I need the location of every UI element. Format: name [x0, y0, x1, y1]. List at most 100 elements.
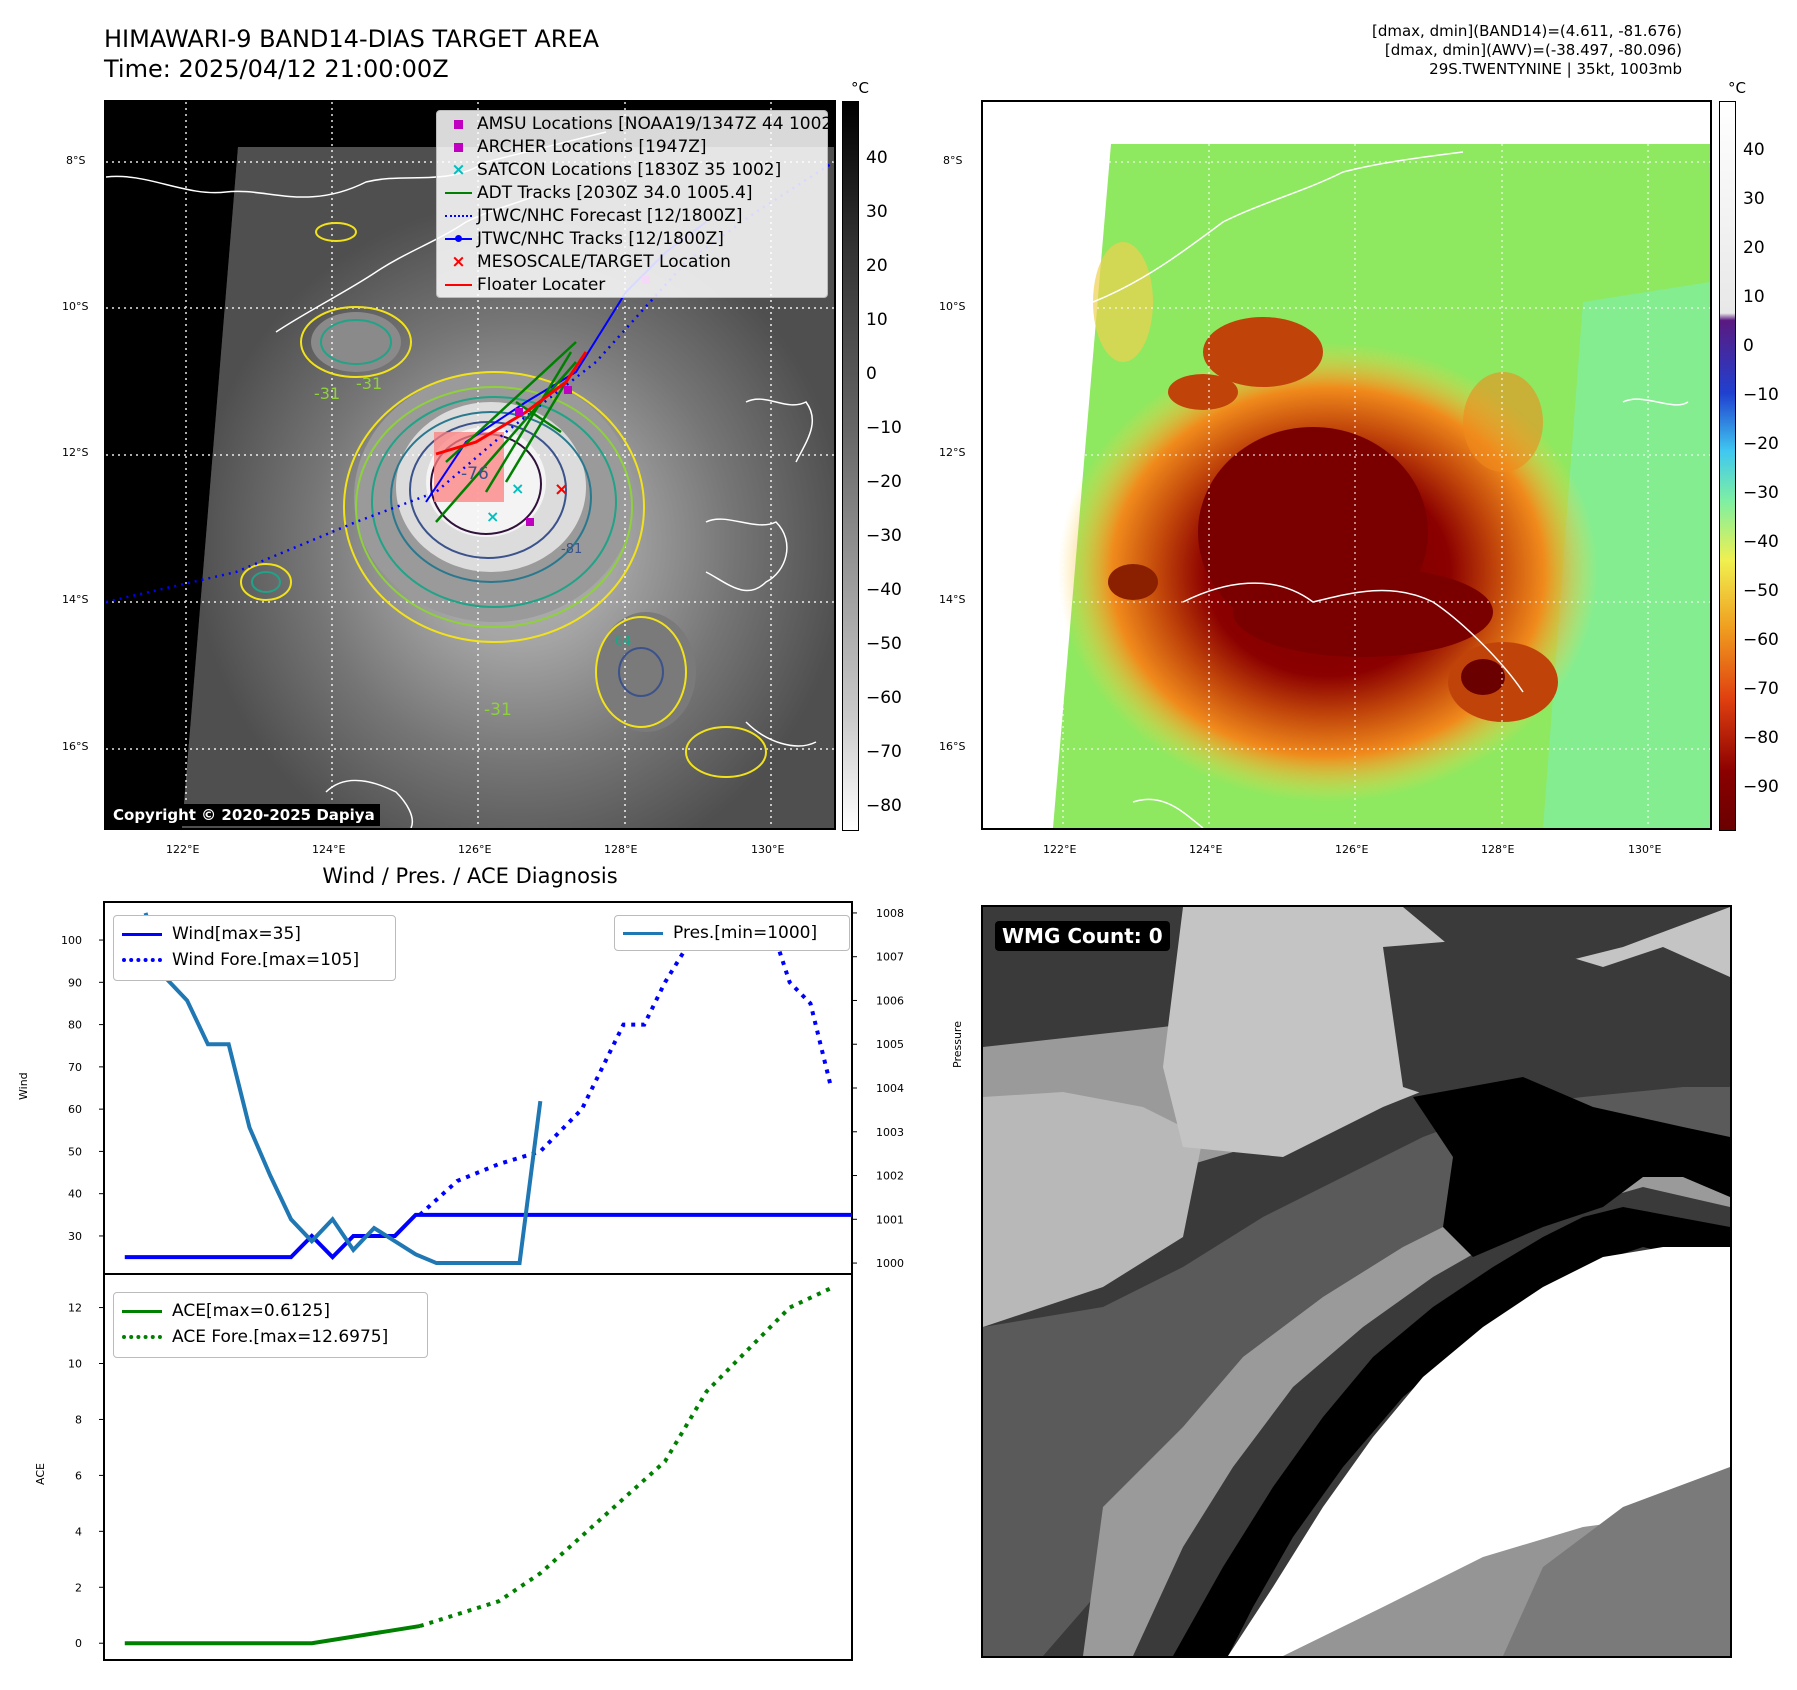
- info-line2: [dmax, dmin](AWV)=(-38.497, -80.096): [1384, 41, 1682, 59]
- pressure-legend: Pres.[min=1000]: [614, 915, 850, 951]
- lat-tick-label: 16°S: [939, 740, 966, 753]
- square-marker-icon: [454, 143, 463, 152]
- colorbar-tick: 40: [866, 148, 888, 168]
- ace-axis-label: ACE: [34, 1463, 47, 1485]
- legend-entry-jtwc-tracks: JTWC/NHC Tracks [12/1800Z]: [445, 229, 724, 249]
- lat-tick-label: 14°S: [62, 593, 89, 606]
- copyright-label: Copyright © 2020-2025 Dapiya: [108, 804, 380, 826]
- lat-tick-label: 10°S: [939, 300, 966, 313]
- legend-entry-ace-forecast: ACE Fore.[max=12.6975]: [122, 1327, 388, 1347]
- awv-colorbar: [1719, 101, 1736, 831]
- legend-entry-wind: Wind[max=35]: [122, 924, 301, 944]
- svg-text:×: ×: [554, 479, 569, 500]
- line-marker-icon: [122, 932, 162, 936]
- colorbar-tick: −50: [1743, 581, 1779, 601]
- pressure-ytick-label: 1008: [876, 907, 904, 920]
- ace-ytick-label: 12: [68, 1302, 82, 1315]
- band14-colorbar: [842, 101, 859, 831]
- colorbar-tick: 40: [1743, 140, 1765, 160]
- lon-tick-label: 124°E: [312, 843, 346, 856]
- svg-text:×: ×: [486, 507, 499, 526]
- wind-ytick-label: 100: [61, 934, 82, 947]
- colorbar-tick: 0: [866, 364, 877, 384]
- line-marker-icon: [445, 192, 472, 194]
- series-line-wind: [124, 1212, 852, 1260]
- lon-tick-label: 128°E: [1481, 843, 1515, 856]
- pressure-axis-label: Pressure: [951, 1021, 964, 1068]
- colorbar-tick: −10: [1743, 385, 1779, 405]
- wind-ytick-label: 40: [68, 1188, 82, 1201]
- square-marker-icon: [454, 120, 463, 129]
- line-marker-icon: [122, 1309, 162, 1313]
- diagnosis-chart: 3040506070809010010001001100210031004100…: [61, 901, 904, 1661]
- wind-ytick-label: 90: [68, 976, 82, 989]
- pressure-ytick-label: 1003: [876, 1126, 904, 1139]
- legend-entry-amsu: AMSU Locations [NOAA19/1347Z 44 1002]: [445, 114, 834, 134]
- pressure-ytick-label: 1001: [876, 1213, 904, 1226]
- wmg-count-label: WMG Count: 0: [995, 921, 1170, 951]
- colorbar-tick: −70: [1743, 679, 1779, 699]
- line-marker-icon: [623, 931, 663, 935]
- colorbar-tick: −90: [1743, 777, 1779, 797]
- colorbar-tick: −50: [866, 634, 902, 654]
- contour-label: -64: [610, 634, 632, 649]
- pressure-ytick-label: 1000: [876, 1257, 904, 1270]
- lon-tick-label: 130°E: [751, 843, 785, 856]
- awv-map-panel: [981, 100, 1712, 830]
- ace-ytick-label: 10: [68, 1358, 82, 1371]
- series-line-pressure: [143, 912, 543, 1266]
- lat-tick-label: 12°S: [62, 446, 89, 459]
- wind-ytick-label: 30: [68, 1230, 82, 1243]
- figure-title-line1: HIMAWARI-9 BAND14-DIAS TARGET AREA: [104, 25, 600, 53]
- band14-map-panel: × × × -31 -31 -76 -31 -64 -81 AMSU Locat…: [104, 100, 836, 830]
- lat-tick-label: 8°S: [66, 154, 86, 167]
- series-line-wind-forecast: [418, 916, 834, 1217]
- ace-ytick-label: 0: [75, 1637, 82, 1650]
- legend-entry-mesoscale: × MESOSCALE/TARGET Location: [445, 252, 731, 272]
- figure-title-line2: Time: 2025/04/12 21:00:00Z: [104, 55, 449, 83]
- legend-entry-pressure: Pres.[min=1000]: [623, 923, 817, 943]
- colorbar-tick: 10: [866, 310, 888, 330]
- dotted-line-icon: [122, 958, 162, 962]
- contour-label: -76: [461, 464, 489, 484]
- legend-entry-ace: ACE[max=0.6125]: [122, 1301, 330, 1321]
- lat-tick-label: 12°S: [939, 446, 966, 459]
- lon-tick-label: 122°E: [1043, 843, 1077, 856]
- contour-label: -81: [561, 542, 583, 557]
- colorbar-tick: −20: [866, 472, 902, 492]
- ace-ytick-label: 8: [75, 1413, 82, 1426]
- lat-tick-label: 10°S: [62, 300, 89, 313]
- colorbar-tick: 30: [866, 202, 888, 222]
- pressure-ytick-label: 1007: [876, 951, 904, 964]
- line-dot-marker-icon: [445, 235, 472, 242]
- legend-entry-satcon: × SATCON Locations [1830Z 35 1002]: [445, 160, 781, 180]
- svg-text:×: ×: [511, 479, 524, 498]
- pressure-ytick-label: 1002: [876, 1170, 904, 1183]
- series-line-ace: [124, 1624, 421, 1646]
- series-line-ace-forecast: [419, 1286, 833, 1628]
- colorbar-tick: −30: [1743, 483, 1779, 503]
- colorbar-tick: −70: [866, 742, 902, 762]
- wind-ytick-label: 70: [68, 1061, 82, 1074]
- map-legend: AMSU Locations [NOAA19/1347Z 44 1002] AR…: [436, 110, 834, 298]
- info-line1: [dmax, dmin](BAND14)=(4.611, -81.676): [1371, 22, 1682, 40]
- ace-legend: ACE[max=0.6125] ACE Fore.[max=12.6975]: [113, 1292, 428, 1358]
- colorbar-tick: −80: [1743, 728, 1779, 748]
- wmg-panel: WMG Count: 0: [981, 905, 1732, 1658]
- ace-ytick-label: 2: [75, 1581, 82, 1594]
- legend-entry-wind-forecast: Wind Fore.[max=105]: [122, 950, 359, 970]
- colorbar-tick: −40: [866, 580, 902, 600]
- colorbar-tick: −20: [1743, 434, 1779, 454]
- contour-label: -31: [356, 374, 383, 393]
- line-marker-icon: [445, 284, 472, 286]
- ace-ytick-label: 4: [75, 1525, 82, 1538]
- lon-tick-label: 126°E: [458, 843, 492, 856]
- lon-tick-label: 126°E: [1335, 843, 1369, 856]
- awv-map-image: [983, 102, 1710, 828]
- colorbar-tick: 0: [1743, 336, 1754, 356]
- lon-tick-label: 130°E: [1628, 843, 1662, 856]
- wmg-image: [983, 907, 1730, 1656]
- info-line3: 29S.TWENTYNINE | 35kt, 1003mb: [1429, 60, 1682, 78]
- colorbar-tick: −80: [866, 796, 902, 816]
- wind-ytick-label: 60: [68, 1103, 82, 1116]
